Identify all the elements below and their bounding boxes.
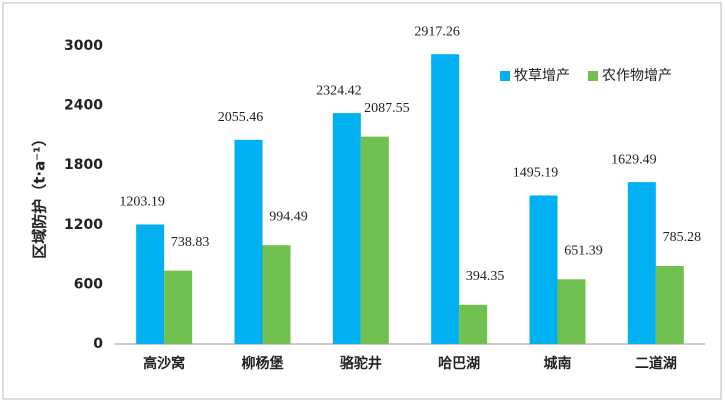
value-label: 394.35 bbox=[466, 269, 505, 284]
bar bbox=[164, 270, 193, 344]
x-tick-label: 高沙窝 bbox=[143, 355, 185, 372]
value-label: 2917.26 bbox=[414, 24, 460, 39]
value-label: 738.83 bbox=[171, 235, 210, 250]
bar bbox=[136, 224, 165, 344]
bar bbox=[459, 304, 488, 344]
x-tick-label: 二道湖 bbox=[635, 355, 677, 372]
x-tick-label: 柳杨堡 bbox=[242, 355, 284, 372]
bar bbox=[360, 136, 389, 344]
value-label: 651.39 bbox=[564, 244, 603, 259]
y-tick-label: 0 bbox=[93, 336, 103, 352]
x-tick-label: 城南 bbox=[544, 355, 572, 372]
y-tick-label: 1800 bbox=[64, 157, 103, 173]
value-label: 2055.46 bbox=[218, 110, 264, 125]
y-tick-label: 600 bbox=[74, 276, 103, 292]
bar bbox=[332, 113, 361, 345]
value-label: 2087.55 bbox=[364, 101, 410, 116]
bar bbox=[262, 245, 291, 344]
bar bbox=[557, 279, 586, 344]
bar bbox=[431, 54, 460, 344]
bar bbox=[529, 195, 558, 344]
bar bbox=[627, 182, 656, 344]
bar bbox=[655, 265, 684, 344]
legend-label: 农作物增产 bbox=[602, 68, 672, 84]
x-tick-label: 哈巴湖 bbox=[438, 355, 480, 372]
value-label: 1495.19 bbox=[513, 166, 559, 181]
value-label: 1203.19 bbox=[119, 195, 165, 210]
value-label: 994.49 bbox=[269, 209, 308, 224]
value-label: 1629.49 bbox=[611, 152, 657, 167]
legend-label: 牧草增产 bbox=[514, 68, 570, 84]
value-label: 2324.42 bbox=[316, 83, 362, 98]
y-tick-label: 3000 bbox=[64, 38, 103, 54]
bar bbox=[234, 139, 263, 344]
y-axis-label: 区域防护（t·a⁻¹） bbox=[31, 131, 49, 258]
value-label: 785.28 bbox=[663, 230, 702, 245]
legend-swatch bbox=[500, 71, 510, 81]
x-tick-label: 骆驼井 bbox=[340, 355, 382, 372]
y-tick-label: 1200 bbox=[64, 217, 103, 233]
legend-swatch bbox=[588, 71, 598, 81]
y-tick-label: 2400 bbox=[64, 98, 103, 114]
